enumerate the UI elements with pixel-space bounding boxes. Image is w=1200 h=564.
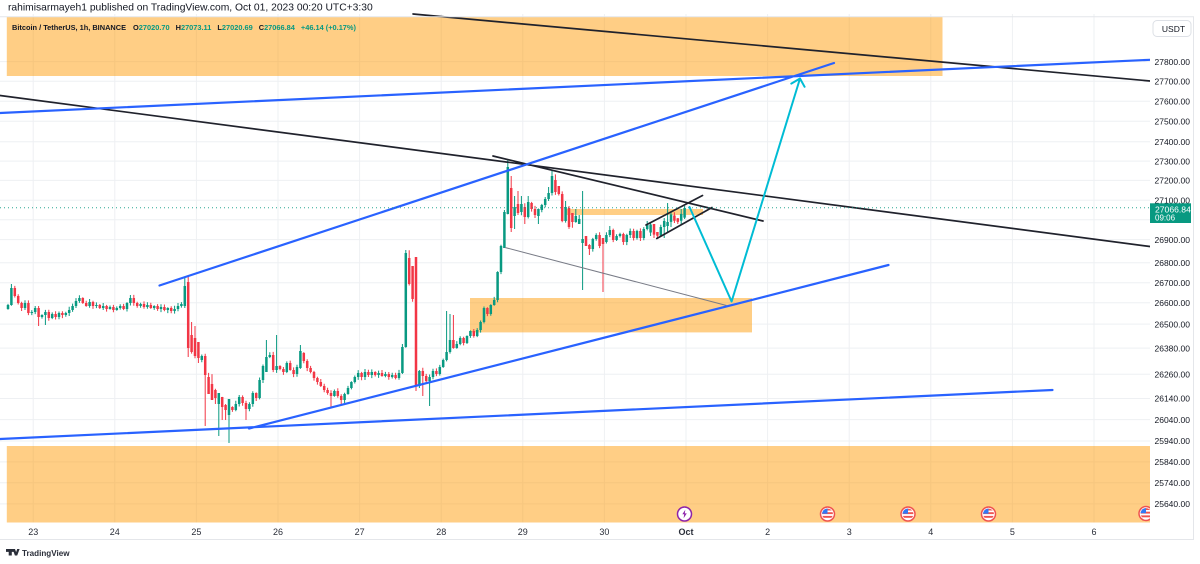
svg-text:25840.00: 25840.00: [1155, 457, 1191, 467]
svg-text:26700.00: 26700.00: [1155, 278, 1191, 288]
svg-text:5: 5: [1010, 527, 1015, 537]
svg-text:27: 27: [355, 527, 365, 537]
svg-text:Bitcoin / TetherUS, 1h, BINANC: Bitcoin / TetherUS, 1h, BINANCE O27020.70…: [12, 23, 356, 32]
svg-text:27800.00: 27800.00: [1155, 57, 1191, 67]
svg-text:2: 2: [765, 527, 770, 537]
svg-text:27200.00: 27200.00: [1155, 176, 1191, 186]
svg-text:27100.00: 27100.00: [1155, 195, 1191, 205]
svg-text:25640.00: 25640.00: [1155, 499, 1191, 509]
svg-text:29: 29: [518, 527, 528, 537]
svg-text:27300.00: 27300.00: [1155, 156, 1191, 166]
svg-text:27400.00: 27400.00: [1155, 137, 1191, 147]
svg-text:09:06: 09:06: [1155, 214, 1176, 223]
svg-text:27600.00: 27600.00: [1155, 96, 1191, 106]
svg-text:26040.00: 26040.00: [1155, 415, 1191, 425]
svg-text:27500.00: 27500.00: [1155, 116, 1191, 126]
svg-text:25940.00: 25940.00: [1155, 436, 1191, 446]
svg-text:4: 4: [928, 527, 933, 537]
svg-text:26140.00: 26140.00: [1155, 394, 1191, 404]
svg-text:26: 26: [273, 527, 283, 537]
svg-text:23: 23: [28, 527, 38, 537]
svg-text:26900.00: 26900.00: [1155, 235, 1191, 245]
svg-text:TradingView: TradingView: [22, 549, 70, 558]
svg-text:6: 6: [1091, 527, 1096, 537]
svg-text:27700.00: 27700.00: [1155, 77, 1191, 87]
svg-text:26600.00: 26600.00: [1155, 298, 1191, 308]
svg-text:26500.00: 26500.00: [1155, 319, 1191, 329]
svg-text:Oct: Oct: [678, 527, 693, 537]
svg-text:27066.84: 27066.84: [1155, 204, 1191, 214]
svg-text:26380.00: 26380.00: [1155, 343, 1191, 353]
svg-text:28: 28: [436, 527, 446, 537]
svg-text:rahimisarmayeh1 published on T: rahimisarmayeh1 published on TradingView…: [8, 3, 373, 14]
svg-text:26260.00: 26260.00: [1155, 370, 1191, 380]
svg-text:26800.00: 26800.00: [1155, 258, 1191, 268]
svg-text:25740.00: 25740.00: [1155, 478, 1191, 488]
svg-text:USDT: USDT: [1162, 24, 1185, 34]
svg-text:24: 24: [110, 527, 120, 537]
svg-text:25: 25: [191, 527, 201, 537]
svg-text:3: 3: [847, 527, 852, 537]
svg-text:30: 30: [599, 527, 609, 537]
